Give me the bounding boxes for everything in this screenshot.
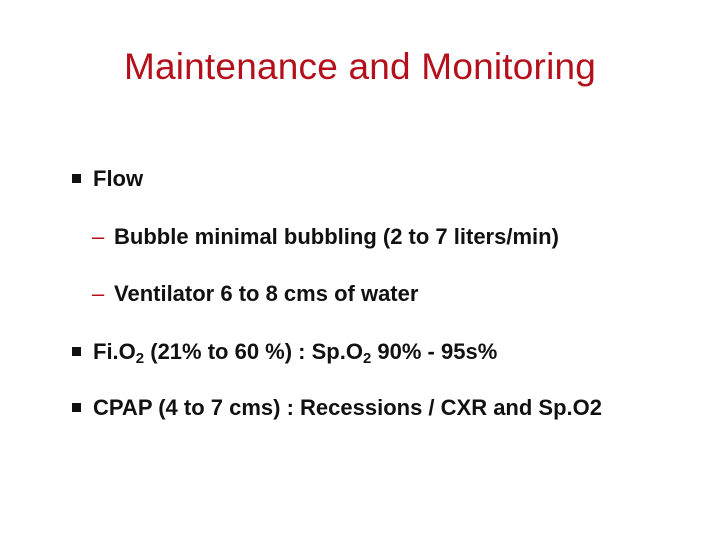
dash-bullet-icon: –: [92, 224, 105, 249]
square-bullet-icon: [72, 174, 81, 183]
subscript: 2: [362, 350, 372, 367]
bullet-cpap: CPAP (4 to 7 cms) : Recessions / CXR and…: [72, 394, 602, 422]
square-bullet-icon: [72, 403, 81, 412]
bullet-text: Fi.O2 (21% to 60 %) : Sp.O2 90% - 95s%: [93, 339, 498, 367]
subscript: 2: [135, 350, 145, 367]
bullet-flow: Flow: [72, 165, 143, 193]
bullet-text: Flow: [93, 166, 144, 191]
bullet-text: Ventilator 6 to 8 cms of water: [114, 281, 419, 306]
bullet-text: CPAP (4 to 7 cms) : Recessions / CXR and…: [93, 395, 602, 420]
bullet-fio2: Fi.O2 (21% to 60 %) : Sp.O2 90% - 95s%: [72, 338, 497, 366]
sub-bullet-ventilator: – Ventilator 6 to 8 cms of water: [92, 280, 418, 308]
slide-title: Maintenance and Monitoring: [123, 46, 597, 87]
sub-bullet-bubble: – Bubble minimal bubbling (2 to 7 liters…: [92, 223, 559, 251]
square-bullet-icon: [72, 347, 81, 356]
dash-bullet-icon: –: [92, 281, 105, 306]
bullet-text: Bubble minimal bubbling (2 to 7 liters/m…: [114, 224, 559, 249]
